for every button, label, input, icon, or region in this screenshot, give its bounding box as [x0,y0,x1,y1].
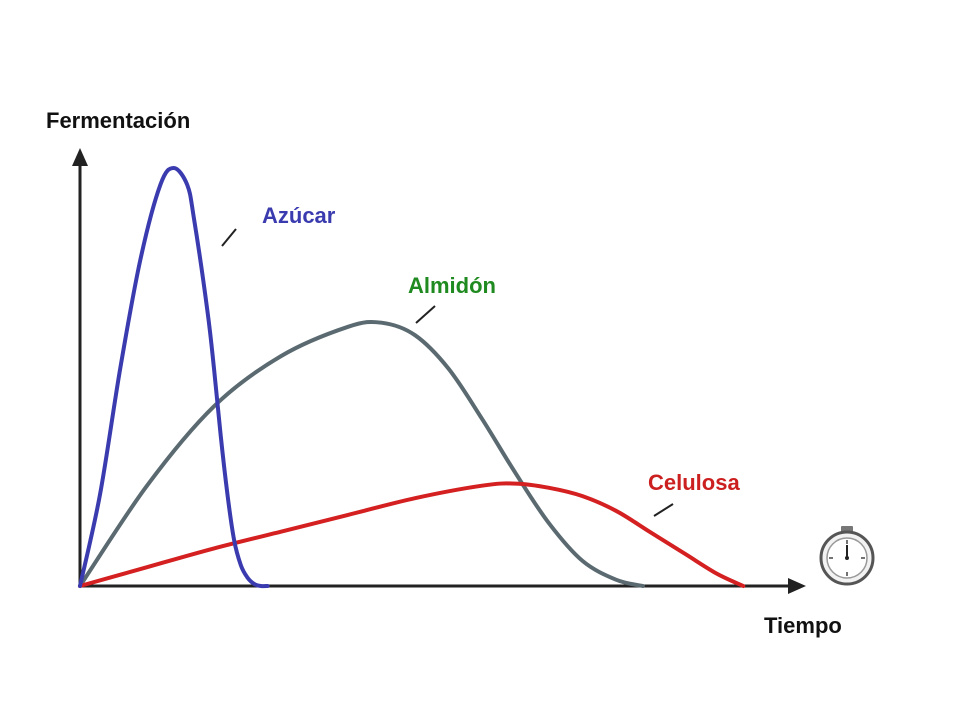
y-axis-arrow [72,148,88,166]
series-label-azucar: Azúcar [262,203,336,228]
azucar-leader [221,228,237,247]
series-line-almidon [78,319,645,588]
y-axis-title: Fermentación [46,108,190,133]
stopwatch-icon [819,526,875,586]
series-line-azucar [78,166,270,589]
series-label-almidon: Almidón [408,273,496,298]
series-layer [78,166,746,589]
x-axis-title: Tiempo [764,613,842,638]
almidon-leader [415,305,436,324]
celulosa-leader [653,503,674,517]
x-axis-arrow [788,578,806,594]
series-label-celulosa: Celulosa [648,470,740,495]
series-line-celulosa [78,481,746,588]
